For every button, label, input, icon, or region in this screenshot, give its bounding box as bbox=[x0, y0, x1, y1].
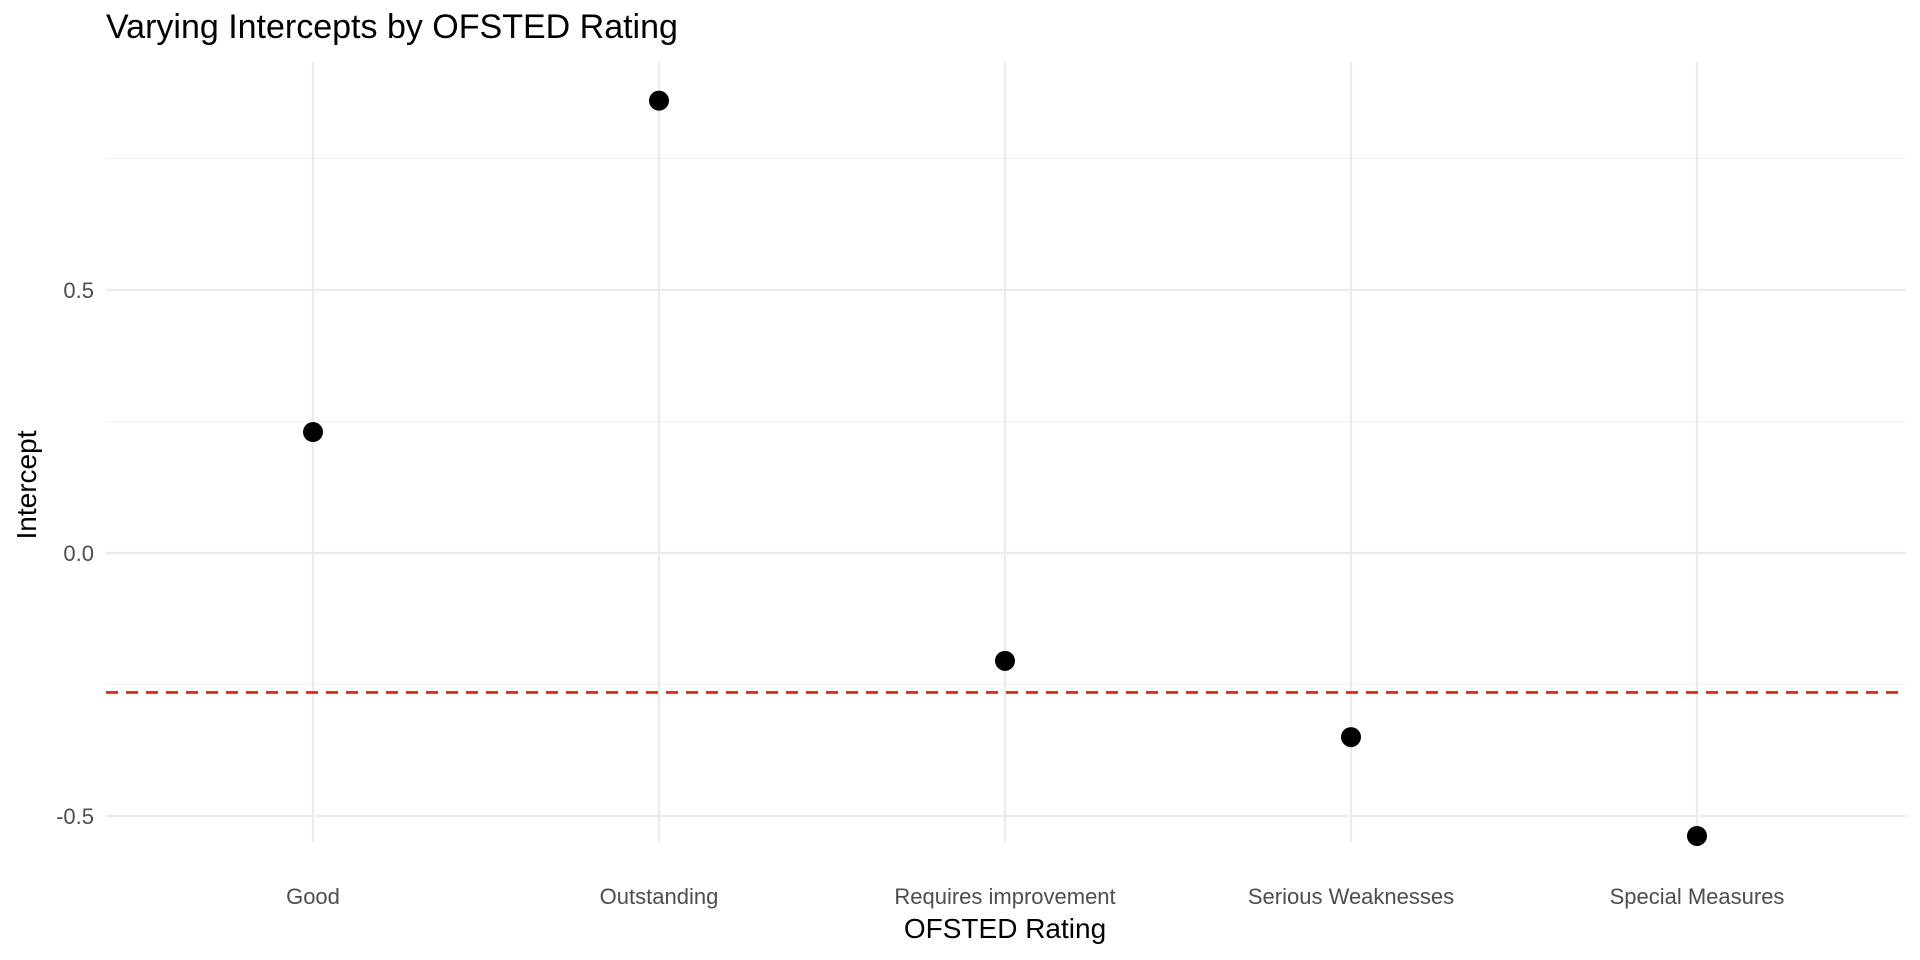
grid bbox=[106, 62, 1906, 842]
data-point bbox=[1687, 825, 1707, 846]
x-axis-ticks: Good Outstanding Requires improvement Serio… bbox=[286, 884, 1784, 909]
data-point bbox=[995, 650, 1015, 671]
y-tick-label: 0.0 bbox=[63, 541, 94, 566]
chart-title: Varying Intercepts by OFSTED Rating bbox=[106, 8, 678, 46]
data-point bbox=[649, 90, 669, 111]
y-axis-title: Intercept bbox=[11, 430, 42, 539]
y-axis-ticks: -0.5 0.0 0.5 bbox=[56, 278, 94, 829]
x-tick-label: Requires improvement bbox=[894, 884, 1115, 909]
data-points bbox=[303, 90, 1707, 846]
x-tick-label: Good bbox=[286, 884, 340, 909]
data-point bbox=[303, 422, 323, 443]
data-point bbox=[1341, 727, 1361, 748]
x-tick-label: Special Measures bbox=[1610, 884, 1785, 909]
x-axis-title: OFSTED Rating bbox=[904, 913, 1106, 944]
x-tick-label: Serious Weaknesses bbox=[1248, 884, 1454, 909]
x-tick-label: Outstanding bbox=[600, 884, 719, 909]
y-tick-label: 0.5 bbox=[63, 278, 94, 303]
y-tick-label: -0.5 bbox=[56, 804, 94, 829]
